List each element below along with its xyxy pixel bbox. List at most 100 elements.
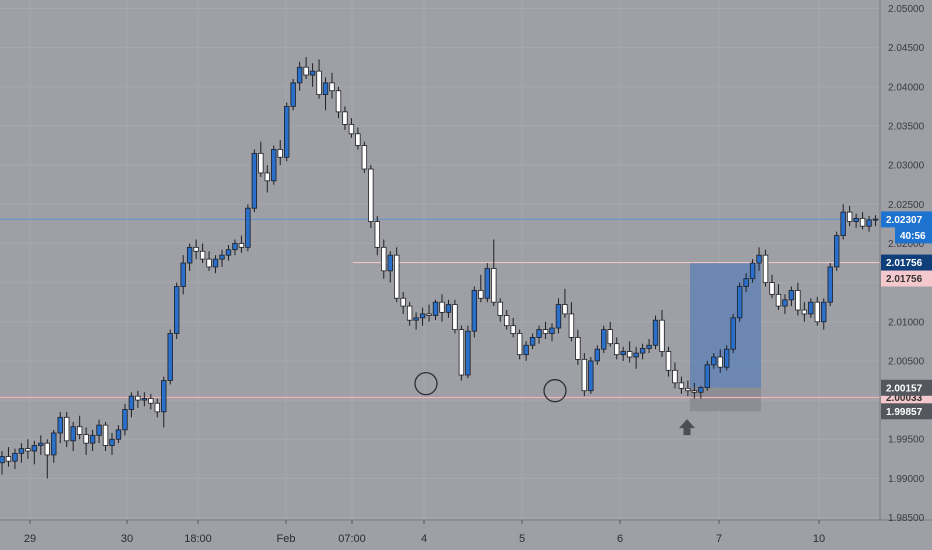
candle xyxy=(419,307,426,326)
bull-candle-body xyxy=(128,395,135,410)
bull-candle-body xyxy=(322,82,329,96)
bull-candle-body xyxy=(271,149,277,182)
bull-candle-body xyxy=(51,432,57,456)
bear-candle-body xyxy=(83,434,89,444)
axis-label: 1.99857 xyxy=(886,407,923,418)
candle xyxy=(154,398,160,418)
candle xyxy=(368,165,374,228)
candle xyxy=(678,376,685,394)
candle xyxy=(866,216,872,232)
candle xyxy=(309,63,316,87)
candle xyxy=(859,212,866,230)
y-tick-label: 2.02500 xyxy=(888,200,925,211)
bear-candle-body xyxy=(478,290,484,299)
bull-candle-body xyxy=(109,438,115,446)
y-tick-label: 2.02000 xyxy=(888,239,925,250)
bull-candle-body xyxy=(186,246,193,264)
bear-candle-body xyxy=(497,301,503,316)
bull-candle-body xyxy=(413,317,419,321)
bull-candle-body xyxy=(620,351,626,356)
candle xyxy=(245,204,251,252)
stop-zone[interactable] xyxy=(690,387,761,412)
bear-candle-body xyxy=(859,217,866,227)
candle xyxy=(5,447,12,467)
bull-candle-body xyxy=(555,304,562,329)
candle xyxy=(439,294,445,322)
bull-candle-body xyxy=(18,448,25,454)
candle xyxy=(167,329,173,385)
candle xyxy=(406,302,413,326)
time-axis-ticks: 29 30 18:00 Feb 07:00 4 5 6 7 10 xyxy=(24,520,825,545)
y-tick-label: 1.98500 xyxy=(888,513,925,524)
candle xyxy=(756,247,762,271)
axis-label: 2.00157 xyxy=(886,383,923,394)
candle xyxy=(284,102,290,162)
candle xyxy=(161,376,167,428)
bear-candle-body xyxy=(342,111,348,125)
bear-candle-body xyxy=(264,172,270,182)
bear-candle-body xyxy=(361,145,368,170)
candle xyxy=(724,345,730,371)
candle xyxy=(516,329,523,360)
plot-area[interactable] xyxy=(0,0,880,520)
candle xyxy=(478,274,484,303)
candle xyxy=(148,393,154,410)
candle xyxy=(193,239,199,260)
candle xyxy=(141,392,148,407)
candles xyxy=(0,57,879,479)
candle xyxy=(329,72,335,99)
bull-candle-body xyxy=(808,301,814,315)
candle xyxy=(432,299,439,321)
candle xyxy=(821,298,827,330)
bear-candle-body xyxy=(374,221,380,248)
bear-candle-body xyxy=(381,246,387,272)
bear-candle-body xyxy=(491,268,497,303)
target-zone[interactable] xyxy=(690,262,761,388)
candle xyxy=(536,325,542,344)
candle xyxy=(212,255,219,274)
candle xyxy=(614,337,620,360)
bear-candle-body xyxy=(795,290,801,311)
arrow-up-icon xyxy=(679,419,695,436)
candle xyxy=(264,165,270,193)
bear-candle-body xyxy=(762,254,769,283)
candle xyxy=(827,263,833,307)
bull-candle-body xyxy=(704,364,710,388)
x-tick-label: 30 xyxy=(121,533,133,545)
candle xyxy=(38,435,44,455)
candle xyxy=(89,429,96,451)
bear-candle-body xyxy=(316,70,322,96)
y-tick-label: 2.03500 xyxy=(888,121,925,132)
bear-candle-body xyxy=(562,304,568,315)
long-position-tool[interactable] xyxy=(690,262,761,412)
candle xyxy=(76,415,83,440)
candle xyxy=(788,286,795,307)
bull-candle-body xyxy=(549,327,555,334)
y-tick-label: 2.03000 xyxy=(888,161,925,172)
bull-candle-body xyxy=(445,304,452,313)
candle xyxy=(814,296,820,326)
candle xyxy=(51,429,57,463)
bear-candle-body xyxy=(277,149,283,158)
bull-candle-body xyxy=(724,348,730,368)
x-tick-label: Feb xyxy=(277,533,296,545)
bear-candle-body xyxy=(504,315,510,327)
bear-candle-body xyxy=(801,309,808,315)
bear-candle-body xyxy=(335,90,342,113)
candle xyxy=(70,422,76,451)
bear-candle-body xyxy=(581,358,588,392)
bull-candle-body xyxy=(536,329,542,338)
candle xyxy=(374,216,380,256)
bear-candle-body xyxy=(426,313,432,316)
candle xyxy=(711,353,717,369)
bull-candle-body xyxy=(141,398,148,401)
bull-candle-body xyxy=(736,286,743,319)
bull-candle-body xyxy=(529,337,536,346)
bull-candle-body xyxy=(296,66,303,84)
bull-candle-body xyxy=(161,380,167,413)
candle xyxy=(601,325,607,354)
bull-candle-body xyxy=(167,333,173,381)
candle xyxy=(659,310,665,358)
x-tick-label: 4 xyxy=(421,533,427,545)
